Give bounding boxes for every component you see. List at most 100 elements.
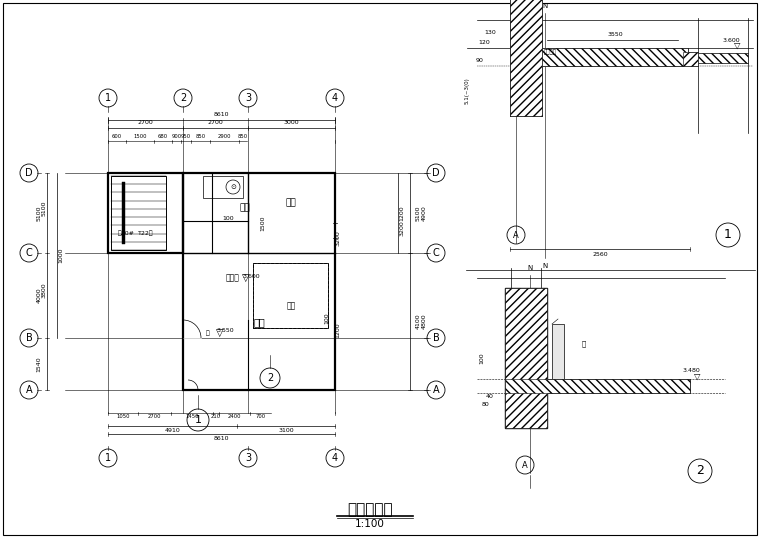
Text: A: A xyxy=(522,461,528,470)
Text: 1200: 1200 xyxy=(400,205,404,221)
Text: 3550: 3550 xyxy=(607,32,622,37)
Text: 1500: 1500 xyxy=(133,134,147,139)
Text: 120: 120 xyxy=(478,39,490,45)
Text: 1: 1 xyxy=(195,415,201,425)
Text: A: A xyxy=(513,230,519,239)
Text: ▽: ▽ xyxy=(242,273,250,283)
Text: 210: 210 xyxy=(211,414,221,420)
Text: 2900: 2900 xyxy=(218,134,231,139)
Text: 坡: 坡 xyxy=(206,330,210,336)
Text: 卧室: 卧室 xyxy=(239,203,250,213)
Text: A: A xyxy=(432,385,439,395)
Text: 700: 700 xyxy=(255,414,265,420)
Text: 8610: 8610 xyxy=(214,436,230,442)
Bar xyxy=(698,53,748,63)
Text: 3.600: 3.600 xyxy=(242,273,260,279)
Text: 80: 80 xyxy=(482,402,490,407)
Bar xyxy=(203,176,243,198)
Text: A: A xyxy=(26,385,33,395)
Bar xyxy=(508,393,544,428)
Bar xyxy=(542,48,688,66)
Text: 梁: 梁 xyxy=(582,340,586,347)
Bar xyxy=(683,52,698,66)
Text: 2700: 2700 xyxy=(207,121,223,125)
Text: 2: 2 xyxy=(267,373,273,383)
Bar xyxy=(122,182,125,244)
Text: D: D xyxy=(25,168,33,178)
Text: 4: 4 xyxy=(332,453,338,463)
Text: 2700: 2700 xyxy=(138,121,154,125)
Text: 100: 100 xyxy=(325,312,330,324)
Bar xyxy=(698,53,748,63)
Bar xyxy=(505,288,547,428)
Text: T22级: T22级 xyxy=(138,230,154,236)
Text: 主卧: 主卧 xyxy=(253,317,265,327)
Text: 4100: 4100 xyxy=(416,314,420,329)
Text: N: N xyxy=(543,263,548,269)
Text: 1050: 1050 xyxy=(116,414,130,420)
Bar xyxy=(505,379,690,393)
Text: 4000: 4000 xyxy=(36,288,42,303)
Bar xyxy=(505,288,547,428)
Text: 5100: 5100 xyxy=(42,200,46,216)
Text: 3800: 3800 xyxy=(42,282,46,298)
Text: 上20#: 上20# xyxy=(118,230,135,236)
Text: 卧室: 卧室 xyxy=(287,301,296,310)
Text: C: C xyxy=(432,248,439,258)
Bar xyxy=(111,176,166,250)
Text: 4800: 4800 xyxy=(422,314,426,329)
Text: 1000: 1000 xyxy=(59,248,64,263)
Text: 2400: 2400 xyxy=(228,414,241,420)
Text: 850: 850 xyxy=(195,134,205,139)
Text: N: N xyxy=(527,265,533,271)
Text: N: N xyxy=(543,3,548,9)
Text: 1500: 1500 xyxy=(261,215,265,231)
Text: 1: 1 xyxy=(724,229,732,242)
Text: 3.550: 3.550 xyxy=(216,329,234,334)
Text: 3000: 3000 xyxy=(283,121,299,125)
Bar xyxy=(683,52,698,66)
Text: ▽: ▽ xyxy=(217,328,223,338)
Text: ⊙: ⊙ xyxy=(230,184,236,190)
Text: 1450: 1450 xyxy=(185,414,199,420)
Text: 100: 100 xyxy=(480,352,485,364)
Text: 950: 950 xyxy=(181,134,191,139)
Text: 3200: 3200 xyxy=(335,230,340,246)
Text: 5100: 5100 xyxy=(416,206,420,221)
Text: B: B xyxy=(26,333,33,343)
Bar xyxy=(505,379,690,393)
Text: 2: 2 xyxy=(180,93,186,103)
Text: 600: 600 xyxy=(112,134,122,139)
Text: 3200: 3200 xyxy=(400,220,404,236)
Text: 8610: 8610 xyxy=(214,111,230,117)
Bar xyxy=(510,0,542,116)
Bar xyxy=(542,48,688,66)
Bar xyxy=(525,10,531,18)
Text: 3100: 3100 xyxy=(278,428,294,434)
Bar xyxy=(552,324,564,379)
Text: 40: 40 xyxy=(486,394,494,400)
Bar xyxy=(253,263,328,328)
Text: 基础标注: 基础标注 xyxy=(543,49,556,55)
Text: 2560: 2560 xyxy=(592,252,608,258)
Text: 100: 100 xyxy=(222,216,234,221)
Text: ▽: ▽ xyxy=(733,40,740,49)
Text: 900: 900 xyxy=(172,134,182,139)
Text: 卧室: 卧室 xyxy=(286,199,296,208)
Text: 二层平面图: 二层平面图 xyxy=(347,502,393,518)
Text: 680: 680 xyxy=(158,134,168,139)
Text: 5.1(~3(0): 5.1(~3(0) xyxy=(464,77,470,104)
Text: 1:100: 1:100 xyxy=(355,519,385,529)
Text: 90: 90 xyxy=(476,58,484,62)
Text: 850: 850 xyxy=(238,134,248,139)
Text: 4900: 4900 xyxy=(422,205,426,221)
Text: 3.480: 3.480 xyxy=(682,369,700,373)
Bar xyxy=(510,0,542,116)
Bar xyxy=(253,263,328,328)
Bar xyxy=(108,173,183,253)
Text: 1200: 1200 xyxy=(335,322,340,338)
Text: 1: 1 xyxy=(105,93,111,103)
Text: B: B xyxy=(432,333,439,343)
Text: C: C xyxy=(26,248,33,258)
Bar xyxy=(183,173,335,390)
